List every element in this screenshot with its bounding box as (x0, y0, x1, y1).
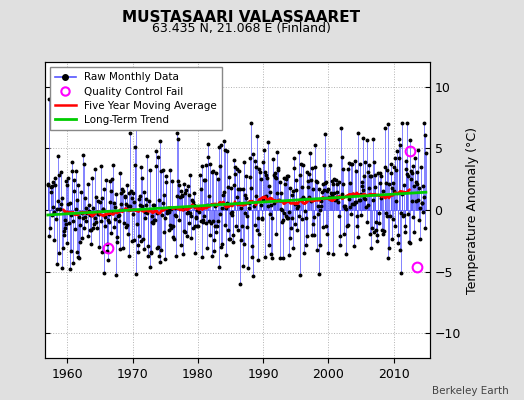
Text: Berkeley Earth: Berkeley Earth (432, 386, 508, 396)
Text: MUSTASAARI VALASSAARET: MUSTASAARI VALASSAARET (122, 10, 360, 25)
Text: 63.435 N, 21.068 E (Finland): 63.435 N, 21.068 E (Finland) (151, 22, 331, 35)
Legend: Raw Monthly Data, Quality Control Fail, Five Year Moving Average, Long-Term Tren: Raw Monthly Data, Quality Control Fail, … (50, 67, 222, 130)
Y-axis label: Temperature Anomaly (°C): Temperature Anomaly (°C) (466, 126, 479, 294)
